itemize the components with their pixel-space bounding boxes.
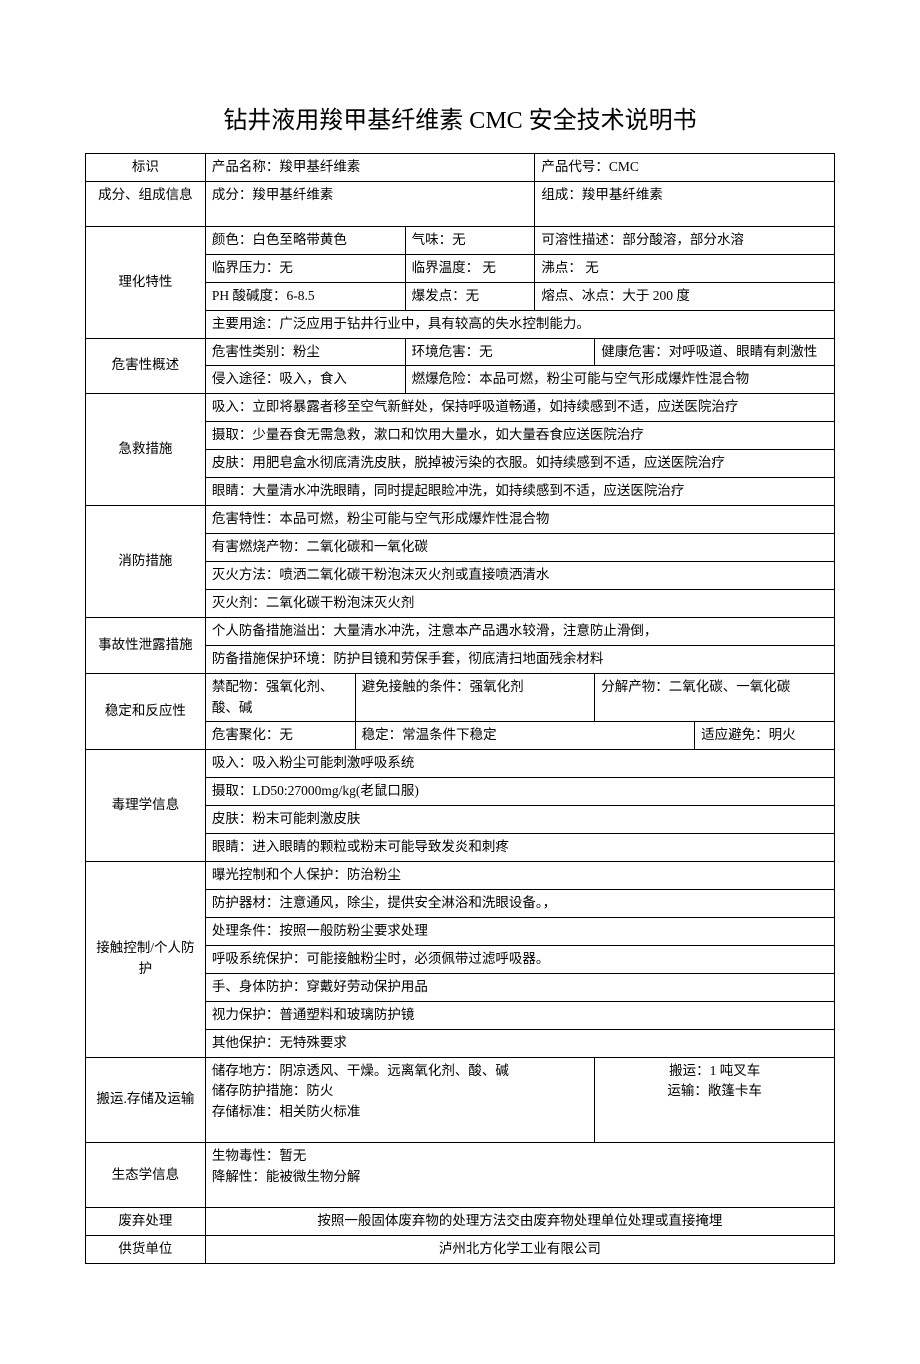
product-code: 产品代号：CMC (535, 154, 835, 182)
physchem-usage: 主要用途：广泛应用于钻井行业中，具有较高的失水控制能力。 (205, 310, 834, 338)
stability-decomp: 分解产物：二氧化碳、一氧化碳 (595, 673, 835, 722)
exposure-handling: 处理条件：按照一般防粉尘要求处理 (205, 917, 834, 945)
label-composition: 成分、组成信息 (86, 181, 206, 226)
transport-right: 搬运：1 吨叉车 运输：敞篷卡车 (595, 1057, 835, 1143)
supplier-content: 泸州北方化学工业有限公司 (205, 1236, 834, 1264)
accidental-env: 防备措施保护环境：防护目镜和劳保手套，彻底清扫地面残余材料 (205, 645, 834, 673)
hazard-explosion: 燃爆危险：本品可燃，粉尘可能与空气形成爆炸性混合物 (405, 366, 834, 394)
tox-ingest: 摄取：LD50:27000mg/kg(老鼠口服) (205, 778, 834, 806)
document-title: 钻井液用羧甲基纤维素 CMC 安全技术说明书 (85, 100, 835, 135)
firstaid-inhale: 吸入：立即将暴露者移至空气新鲜处，保持呼吸道畅通，如持续感到不适，应送医院治疗 (205, 394, 834, 422)
label-disposal: 废弃处理 (86, 1208, 206, 1236)
exposure-other: 其他保护：无特殊要求 (205, 1029, 834, 1057)
tox-eye: 眼睛：进入眼睛的颗粒或粉末可能导致发炎和刺疼 (205, 834, 834, 862)
exposure-eye: 视力保护：普通塑料和玻璃防护镜 (205, 1001, 834, 1029)
label-transport: 搬运.存储及运输 (86, 1057, 206, 1143)
physchem-color: 颜色：白色至略带黄色 (205, 226, 405, 254)
label-toxicology: 毒理学信息 (86, 750, 206, 862)
label-hazard: 危害性概述 (86, 338, 206, 394)
transport-handling: 搬运：1 吨叉车 (601, 1061, 828, 1082)
eco-degrade: 降解性：能被微生物分解 (212, 1167, 828, 1188)
product-name: 产品名称：羧甲基纤维素 (205, 154, 535, 182)
composition-component: 成分：羧甲基纤维素 (205, 181, 535, 226)
firstaid-eye: 眼睛：大量清水冲洗眼睛，同时提起眼睑冲洗，如持续感到不适，应送医院治疗 (205, 478, 834, 506)
firstaid-ingest: 摄取：少量吞食无需急救，漱口和饮用大量水，如大量吞食应送医院治疗 (205, 422, 834, 450)
tox-inhale: 吸入：吸入粉尘可能刺激呼吸系统 (205, 750, 834, 778)
tox-skin: 皮肤：粉末可能刺激皮肤 (205, 806, 834, 834)
label-id: 标识 (86, 154, 206, 182)
physchem-flashpoint: 爆发点：无 (405, 282, 535, 310)
composition-makeup: 组成：羧甲基纤维素 (535, 181, 835, 226)
physchem-melting: 熔点、冰点：大于 200 度 (535, 282, 835, 310)
physchem-odor: 气味：无 (405, 226, 535, 254)
transport-storage-place: 储存地方：阴凉透风、干燥。远离氧化剂、酸、碱 (212, 1061, 588, 1082)
exposure-control: 曝光控制和个人保护：防治粉尘 (205, 862, 834, 890)
transport-left: 储存地方：阴凉透风、干燥。远离氧化剂、酸、碱 储存防护措施：防火 存储标准：相关… (205, 1057, 594, 1143)
label-supplier: 供货单位 (86, 1236, 206, 1264)
accidental-personal: 个人防备措施溢出：大量清水冲洗，注意本产品遇水较滑，注意防止滑倒， (205, 617, 834, 645)
eco-content: 生物毒性：暂无 降解性：能被微生物分解 (205, 1143, 834, 1208)
msds-table: 标识 产品名称：羧甲基纤维素 产品代号：CMC 成分、组成信息 成分：羧甲基纤维… (85, 153, 835, 1264)
physchem-ph: PH 酸碱度：6-8.5 (205, 282, 405, 310)
label-fire: 消防措施 (86, 506, 206, 618)
stability-avoid: 适应避免：明火 (695, 722, 835, 750)
label-accidental: 事故性泄露措施 (86, 617, 206, 673)
physchem-crittemp: 临界温度： 无 (405, 254, 535, 282)
fire-method: 灭火方法：喷洒二氧化碳干粉泡沫灭火剂或直接喷洒清水 (205, 561, 834, 589)
label-eco: 生态学信息 (86, 1143, 206, 1208)
fire-agent: 灭火剂：二氧化碳干粉泡沫灭火剂 (205, 589, 834, 617)
stability-stable: 稳定：常温条件下稳定 (355, 722, 694, 750)
physchem-critpressure: 临界压力：无 (205, 254, 405, 282)
transport-storage-protect: 储存防护措施：防火 (212, 1081, 588, 1102)
exposure-respiratory: 呼吸系统保护：可能接触粉尘时，必须佩带过滤呼吸器。 (205, 945, 834, 973)
physchem-boiling: 沸点： 无 (535, 254, 835, 282)
hazard-class: 危害性类别：粉尘 (205, 338, 405, 366)
hazard-health: 健康危害：对呼吸道、眼睛有刺激性 (595, 338, 835, 366)
disposal-content: 按照一般固体废弃物的处理方法交由废弃物处理单位处理或直接掩埋 (205, 1208, 834, 1236)
stability-incompatible: 禁配物：强氧化剂、酸、碱 (205, 673, 355, 722)
transport-standard: 存储标准：相关防火标准 (212, 1102, 588, 1123)
label-stability: 稳定和反应性 (86, 673, 206, 750)
fire-product: 有害燃烧产物：二氧化碳和一氧化碳 (205, 533, 834, 561)
exposure-equipment: 防护器材：注意通风，除尘，提供安全淋浴和洗眼设备。， (205, 889, 834, 917)
physchem-solubility: 可溶性描述：部分酸溶，部分水溶 (535, 226, 835, 254)
label-physchem: 理化特性 (86, 226, 206, 338)
transport-shipping: 运输：敞篷卡车 (601, 1081, 828, 1102)
exposure-body: 手、身体防护：穿戴好劳动保护用品 (205, 973, 834, 1001)
firstaid-skin: 皮肤：用肥皂盒水彻底清洗皮肤，脱掉被污染的衣服。如持续感到不适，应送医院治疗 (205, 450, 834, 478)
eco-biotox: 生物毒性：暂无 (212, 1146, 828, 1167)
stability-avoidcontact: 避免接触的条件：强氧化剂 (355, 673, 595, 722)
label-exposure: 接触控制/个人防护 (86, 862, 206, 1057)
hazard-entry: 侵入途径：吸入，食入 (205, 366, 405, 394)
fire-character: 危害特性：本品可燃，粉尘可能与空气形成爆炸性混合物 (205, 506, 834, 534)
stability-polymer: 危害聚化：无 (205, 722, 355, 750)
hazard-env: 环境危害：无 (405, 338, 595, 366)
label-firstaid: 急救措施 (86, 394, 206, 506)
